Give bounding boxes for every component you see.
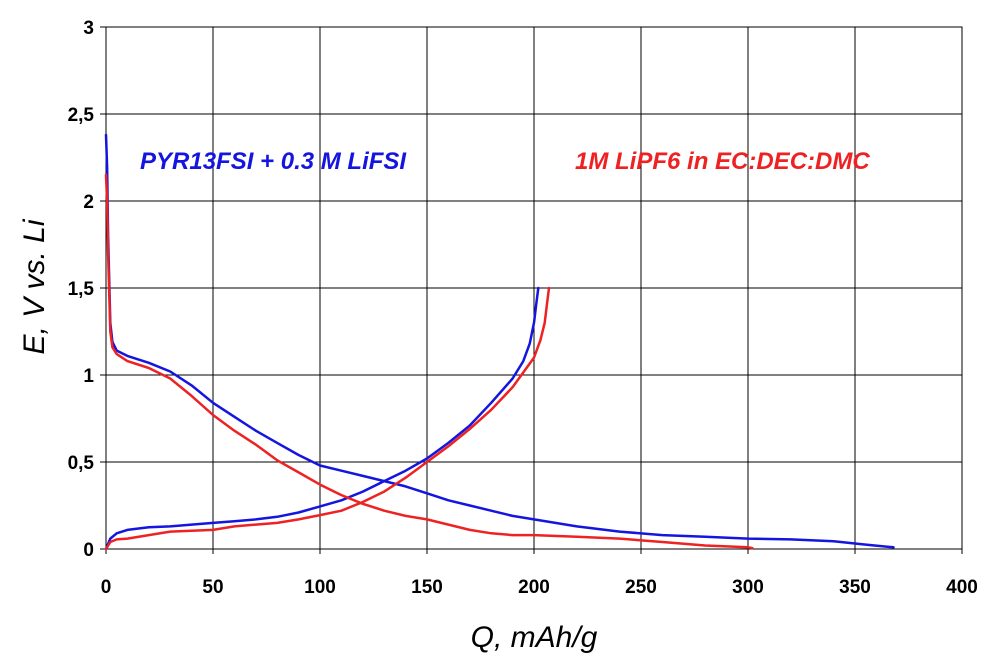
y-tick-label: 2 [83, 192, 94, 213]
x-tick-label: 250 [625, 577, 657, 598]
series-label-pyr13fsi: PYR13FSI + 0.3 M LiFSI [140, 148, 407, 175]
y-tick-label: 1 [83, 366, 94, 387]
series-line-pyr13fsi-charge [104, 286, 540, 551]
y-tick-label: 1,5 [68, 279, 95, 300]
series-line-lipf6-discharge [104, 173, 754, 550]
series-line-lipf6-charge [104, 286, 551, 551]
x-axis-ticks: 0 50 100 150 200 250 300 350 400 [101, 549, 978, 598]
y-tick-label: 0,5 [68, 453, 95, 474]
grid-lines [106, 27, 962, 549]
x-tick-label: 50 [202, 577, 223, 598]
y-axis-title: E, V vs. Li [18, 218, 51, 354]
x-tick-label: 0 [101, 577, 112, 598]
x-tick-label: 200 [518, 577, 550, 598]
x-tick-label: 400 [946, 577, 978, 598]
series-label-lipf6: 1M LiPF6 in EC:DEC:DMC [575, 148, 870, 175]
series-lines [104, 133, 895, 551]
series-line-pyr13fsi-discharge [104, 133, 895, 549]
y-tick-label: 2,5 [68, 105, 95, 126]
x-tick-label: 300 [732, 577, 764, 598]
x-tick-label: 350 [839, 577, 871, 598]
y-tick-label: 3 [83, 18, 94, 39]
x-axis-title: Q, mAh/g [471, 621, 598, 654]
x-tick-label: 150 [411, 577, 443, 598]
y-tick-label: 0 [83, 540, 94, 561]
y-axis-ticks: 0 0,5 1 1,5 2 2,5 3 [68, 18, 106, 561]
x-tick-label: 100 [304, 577, 336, 598]
